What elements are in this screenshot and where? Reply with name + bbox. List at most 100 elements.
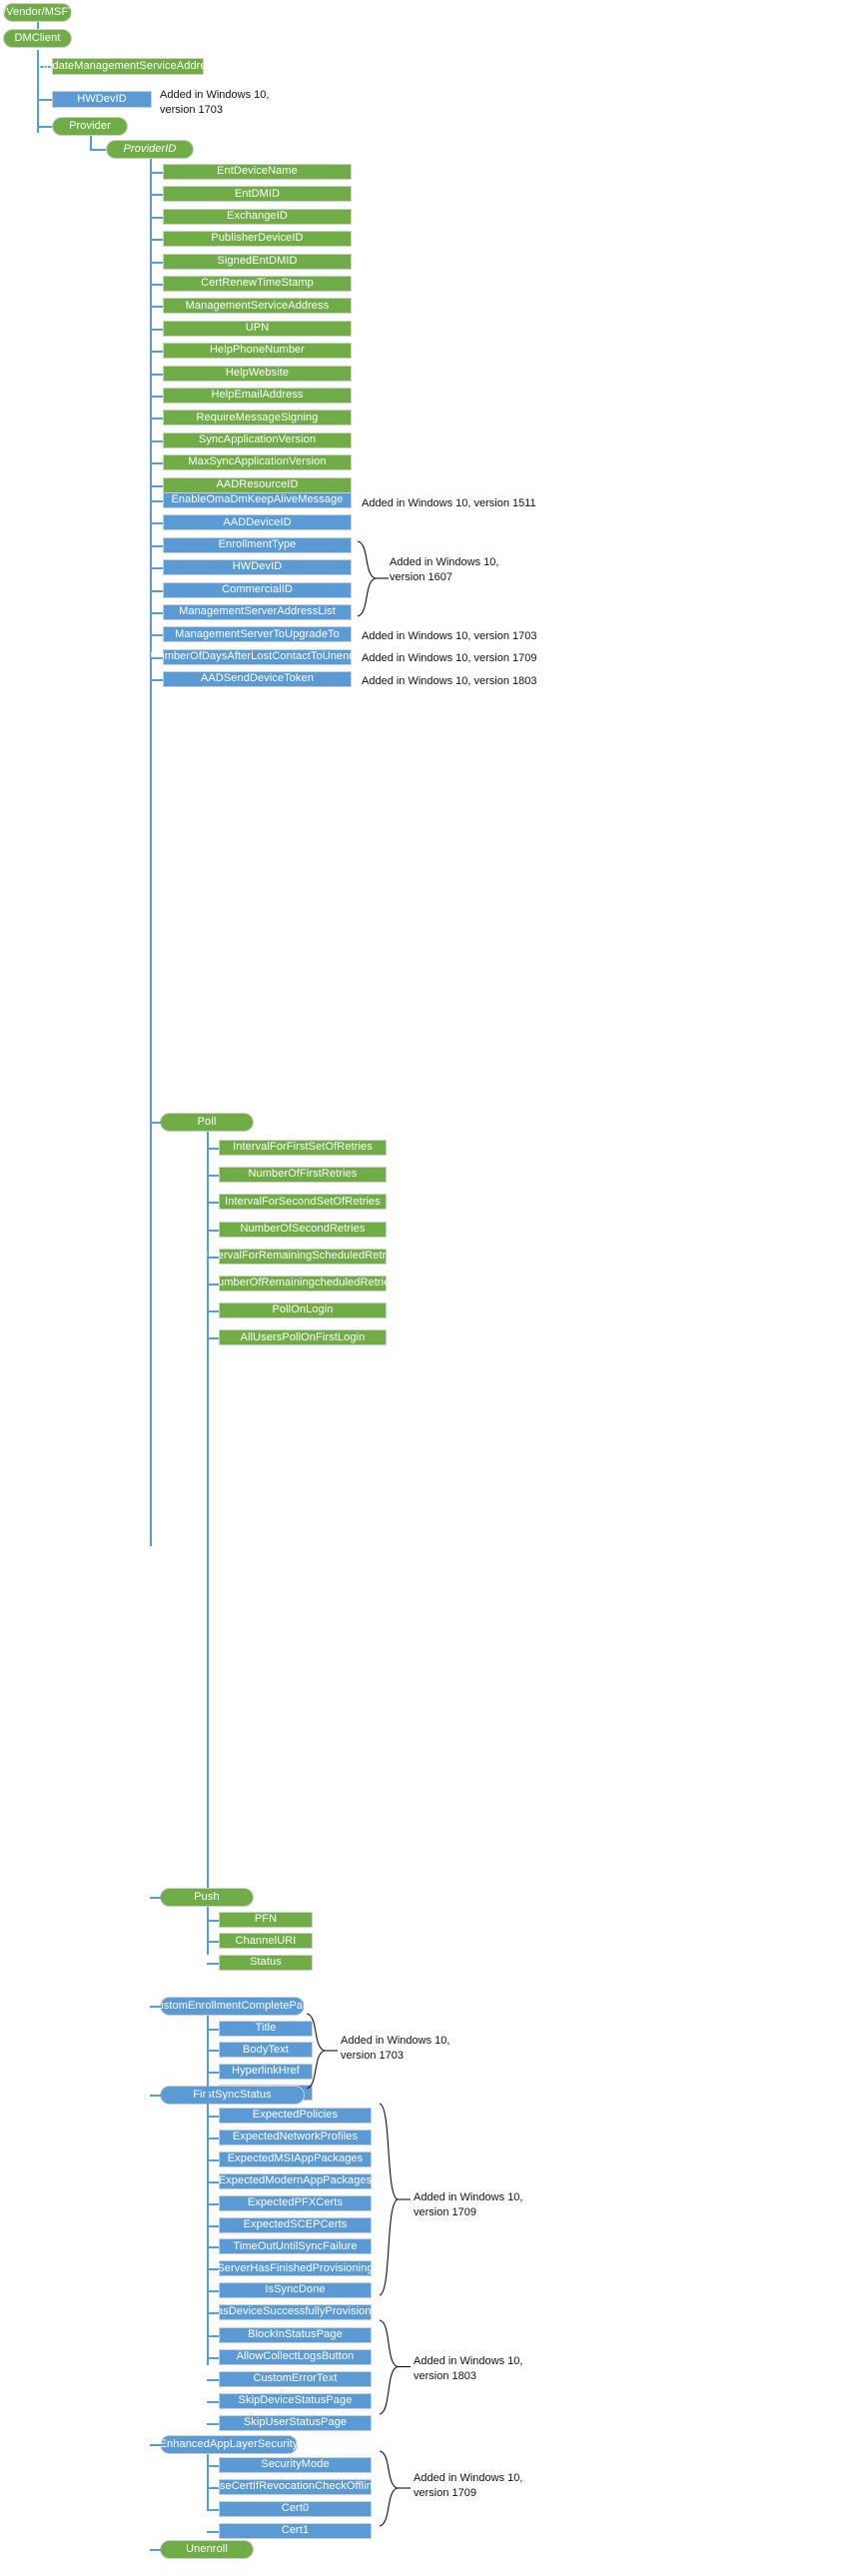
annotation-hwdevid-1703: Added in Windows 10, version 1703 (160, 89, 270, 116)
node-providerid-child[interactable]: ExchangeID (163, 208, 352, 225)
node-providerid-child[interactable]: UPN (163, 320, 352, 337)
node-custom-enrollment-child-label: HyperlinkHref (232, 2065, 300, 2078)
node-providerid-child-blue[interactable]: ManagementServerAddressList (163, 604, 352, 620)
node-providerid-child-blue[interactable]: NumberOfDaysAfterLostContactToUnenroll (150, 648, 364, 665)
node-provider[interactable]: Provider (52, 117, 128, 136)
node-providerid-child[interactable]: AADResourceID (163, 476, 352, 493)
node-first-sync-child-1803[interactable]: AllowCollectLogsButton (219, 2348, 372, 2365)
node-update-management-service-address[interactable]: UpdateManagementServiceAddress (38, 58, 218, 75)
connector-custom-enrollment-trunk (207, 2016, 209, 2110)
node-providerid-child[interactable]: HelpWebsite (163, 365, 352, 382)
node-poll-child[interactable]: AllUsersPollOnFirstLogin (219, 1329, 387, 1346)
node-providerid-child[interactable]: SyncApplicationVersion (163, 431, 352, 448)
node-first-sync-child-1709-label: ExpectedNetworkProfiles (232, 2131, 359, 2144)
node-first-sync-child-1803[interactable]: CustomErrorText (219, 2370, 372, 2387)
connector-trunk-to-first-sync-status (150, 2095, 162, 2097)
node-push-child[interactable]: Status (219, 1954, 313, 1971)
node-poll-child[interactable]: NumberOfRemainingcheduledRetries (210, 1276, 396, 1291)
node-first-sync-child-1709[interactable]: ExpectedSCEPCerts (219, 2216, 372, 2233)
node-enhanced-app-layer-security[interactable]: EnhancedAppLayerSecurity (160, 2435, 298, 2454)
node-providerid-child-blue[interactable]: ManagementServerToUpgradeTo (163, 626, 352, 643)
node-enhanced-app-child[interactable]: Cert1 (219, 2522, 372, 2539)
connector-row (207, 1920, 219, 1922)
node-providerid-child[interactable]: CertRenewTimeStamp (163, 276, 352, 292)
node-custom-enrollment-child[interactable]: BodyText (219, 2042, 313, 2059)
node-providerid-child-blue[interactable]: AADSendDeviceToken (163, 671, 352, 688)
node-first-sync-child-1709[interactable]: IsSyncDone (219, 2282, 372, 2299)
node-poll-child[interactable]: NumberOfSecondRetries (219, 1221, 387, 1238)
node-first-sync-child-1803[interactable]: BlockInStatusPage (219, 2327, 372, 2343)
node-providerid-child-label: HelpWebsite (225, 366, 290, 379)
node-first-sync-child-1709[interactable]: TimeOutUntilSyncFailure (219, 2238, 372, 2255)
node-dmclient-label: DMClient (14, 31, 61, 44)
node-enhanced-app-child[interactable]: SecurityMode (219, 2457, 372, 2473)
node-first-sync-child-1709[interactable]: ServerHasFinishedProvisioning (217, 2260, 374, 2277)
connector-row (150, 351, 163, 354)
node-first-sync-child-1709[interactable]: ExpectedPolicies (219, 2108, 372, 2124)
node-unenroll[interactable]: Unenroll (160, 2540, 254, 2559)
node-providerid[interactable]: ProviderID (106, 140, 194, 159)
node-custom-enrollment-child[interactable]: Title (219, 2021, 313, 2037)
connector-row (207, 2290, 219, 2293)
node-hwdevid-top[interactable]: HWDevID (52, 91, 152, 108)
node-providerid-child[interactable]: RequireMessageSigning (163, 410, 352, 427)
node-dmclient[interactable]: DMClient (3, 29, 72, 48)
connector-row (150, 462, 163, 465)
node-providerid-child[interactable]: EntDeviceName (163, 164, 352, 180)
node-providerid-child-blue-label: CommercialID (222, 582, 293, 595)
node-providerid-child[interactable]: SignedEntDMID (163, 253, 352, 270)
node-first-sync-child-1803[interactable]: SkipDeviceStatusPage (219, 2392, 372, 2409)
connector-row (207, 2224, 219, 2227)
node-providerid-child-blue[interactable]: EnrollmentType (163, 536, 352, 553)
connector-row (207, 1941, 219, 1944)
node-first-sync-child-1709[interactable]: ExpectedMSIAppPackages (219, 2150, 372, 2167)
connector-row (150, 634, 163, 637)
node-providerid-child[interactable]: ManagementServiceAddress (163, 298, 352, 315)
node-first-sync-child-1709-label: ExpectedPolicies (252, 2109, 339, 2122)
node-providerid-child[interactable]: MaxSyncApplicationVersion (163, 454, 352, 471)
node-enhanced-app-child[interactable]: Cert0 (219, 2500, 372, 2517)
node-first-sync-status[interactable]: FirstSyncStatus (160, 2086, 305, 2105)
node-poll-child[interactable]: IntervalForFirstSetOfRetries (219, 1140, 387, 1156)
node-enhanced-app-child[interactable]: UseCertIfRevocationCheckOffline (212, 2478, 379, 2495)
node-poll-child[interactable]: IntervalForRemainingScheduledRetries (205, 1248, 401, 1265)
connector-row (207, 2202, 219, 2205)
node-providerid-child-blue[interactable]: CommercialID (163, 581, 352, 598)
node-first-sync-child-1709[interactable]: ExpectedPFXCerts (219, 2194, 372, 2211)
node-first-sync-child-1709[interactable]: WasDeviceSuccessfullyProvisioned (207, 2304, 384, 2321)
connector-row (207, 2335, 219, 2337)
node-push-child[interactable]: PFN (219, 1912, 313, 1928)
node-providerid-child-blue[interactable]: EnableOmaDmKeepAliveMessage (163, 492, 352, 508)
brace-custom-enrollment-1703 (305, 2012, 339, 2092)
node-first-sync-child-1709-label: ExpectedModernAppPackages (218, 2173, 373, 2186)
node-first-sync-child-1709-label: WasDeviceSuccessfullyProvisioned (206, 2305, 385, 2318)
node-providerid-child[interactable]: PublisherDeviceID (163, 231, 352, 248)
node-providerid-child-label: SignedEntDMID (217, 254, 298, 267)
connector-trunk-to-unenroll (150, 2549, 162, 2551)
node-poll-child[interactable]: PollOnLogin (219, 1302, 387, 1319)
node-first-sync-child-1709[interactable]: ExpectedNetworkProfiles (219, 2129, 372, 2146)
node-providerid-child-blue[interactable]: HWDevID (163, 559, 352, 576)
connector-provider-to-providerid (90, 149, 106, 151)
node-root-label: ./Vendor/MSFT (0, 5, 76, 18)
node-poll-child[interactable]: NumberOfFirstRetries (219, 1167, 387, 1184)
node-poll-child[interactable]: IntervalForSecondSetOfRetries (219, 1194, 387, 1211)
node-custom-enrollment-complete-page[interactable]: CustomEnrollmentCompletePage (149, 1997, 315, 2016)
node-push[interactable]: Push (160, 1888, 254, 1907)
connector-row (207, 1284, 219, 1286)
connector-row (207, 1962, 219, 1965)
node-providerid-child[interactable]: HelpEmailAddress (163, 388, 352, 404)
node-update-management-service-address-label: UpdateManagementServiceAddress (38, 59, 218, 72)
brace-first-sync-1803 (378, 2318, 412, 2417)
node-root[interactable]: ./Vendor/MSFT (0, 3, 76, 22)
node-providerid-child[interactable]: EntDMID (163, 186, 352, 203)
node-push-child[interactable]: ChannelURI (219, 1933, 313, 1950)
node-providerid-child-blue[interactable]: AADDeviceID (163, 514, 352, 531)
node-custom-enrollment-child[interactable]: HyperlinkHref (219, 2063, 313, 2080)
node-first-sync-child-1709[interactable]: ExpectedModernAppPackages (218, 2172, 373, 2189)
connector-enhanced-app-trunk (207, 2454, 209, 2509)
connector-trunk-to-enhanced-app (150, 2444, 162, 2446)
node-providerid-child[interactable]: HelpPhoneNumber (163, 343, 352, 360)
node-poll[interactable]: Poll (160, 1113, 254, 1132)
node-first-sync-child-1803[interactable]: SkipUserStatusPage (219, 2414, 372, 2431)
